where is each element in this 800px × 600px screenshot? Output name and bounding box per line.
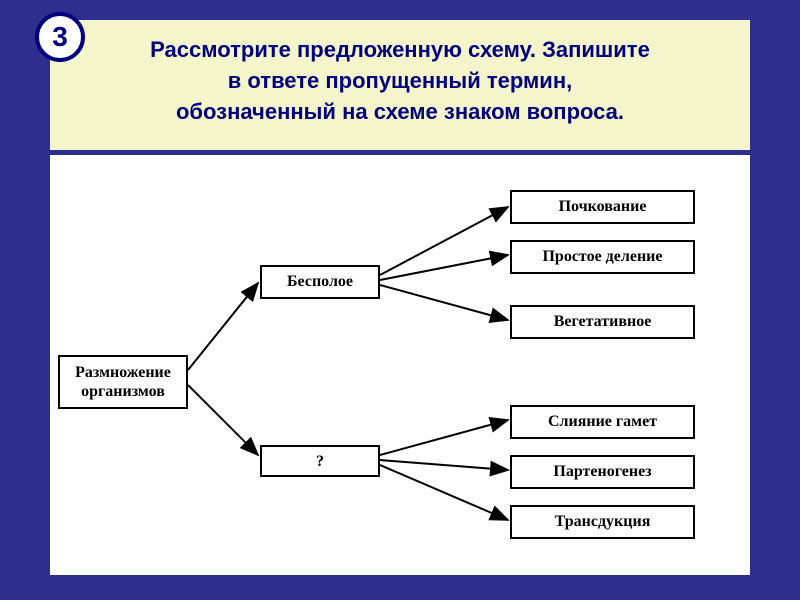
node-leaf-gametes: Слияние гамет xyxy=(510,405,695,439)
node-root-label: Размножение организмов xyxy=(75,364,171,400)
node-branch-asexual: Бесполое xyxy=(260,265,380,299)
node-leaf-fission: Простое деление xyxy=(510,240,695,274)
node-leaf-budding: Почкование xyxy=(510,190,695,224)
task-number-badge: 3 xyxy=(35,12,85,62)
task-header: Рассмотрите предложенную схему. Запишите… xyxy=(50,20,750,150)
leaf-budding-label: Почкование xyxy=(559,198,647,215)
node-leaf-transduction: Трансдукция xyxy=(510,505,695,539)
leaf-fission-label: Простое деление xyxy=(542,248,662,265)
task-number: 3 xyxy=(52,21,68,53)
node-asexual-label: Бесполое xyxy=(287,273,353,290)
header-line3: обозначенный на схеме знаком вопроса. xyxy=(176,99,624,124)
header-text: Рассмотрите предложенную схему. Запишите… xyxy=(70,35,730,127)
diagram-area: Размножение организмов Бесполое ? Почков… xyxy=(50,155,750,575)
node-root: Размножение организмов xyxy=(58,355,188,409)
leaf-transduction-label: Трансдукция xyxy=(555,513,651,530)
node-branch-question: ? xyxy=(260,445,380,477)
header-line1: Рассмотрите предложенную схему. Запишите xyxy=(150,37,650,62)
leaf-parthenogenesis-label: Партеногенез xyxy=(553,463,651,480)
header-line2: в ответе пропущенный термин, xyxy=(228,68,572,93)
node-leaf-vegetative: Вегетативное xyxy=(510,305,695,339)
leaf-gametes-label: Слияние гамет xyxy=(548,413,657,430)
node-question-label: ? xyxy=(316,453,324,470)
leaf-vegetative-label: Вегетативное xyxy=(554,313,652,330)
node-leaf-parthenogenesis: Партеногенез xyxy=(510,455,695,489)
